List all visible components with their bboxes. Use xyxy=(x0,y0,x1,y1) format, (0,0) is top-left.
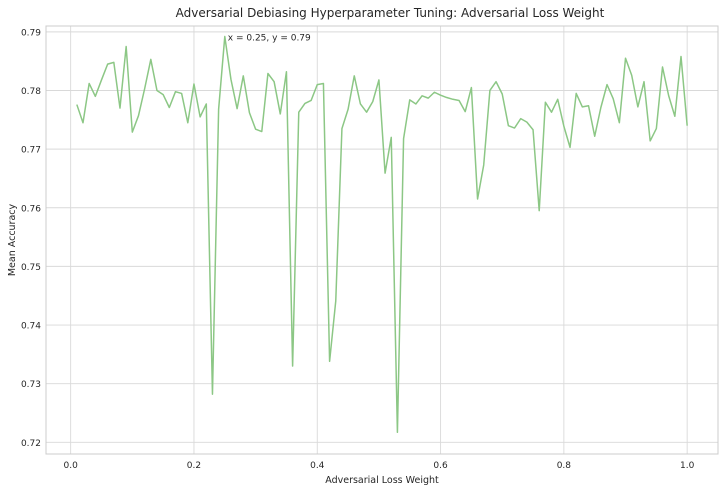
y-tick-label: 0.77 xyxy=(21,146,41,156)
x-tick-label: 1.0 xyxy=(680,461,695,471)
x-tick-label: 0.2 xyxy=(187,461,201,471)
y-tick-label: 0.74 xyxy=(21,322,41,332)
x-tick-label: 0.8 xyxy=(557,461,572,471)
x-tick-label: 0.4 xyxy=(310,461,325,471)
y-tick-label: 0.72 xyxy=(21,439,41,449)
x-tick-labels: 0.0 0.2 0.4 0.6 0.8 1.0 xyxy=(63,461,694,471)
y-tick-label: 0.78 xyxy=(21,87,41,97)
y-tick-label: 0.73 xyxy=(21,380,41,390)
vertical-gridlines xyxy=(70,26,688,454)
y-tick-label: 0.75 xyxy=(21,263,41,273)
x-tick-label: 0.0 xyxy=(63,461,78,471)
horizontal-gridlines xyxy=(46,31,718,443)
x-tick-label: 0.6 xyxy=(433,461,448,471)
y-axis-label: Mean Accuracy xyxy=(7,203,18,276)
x-axis-label: Adversarial Loss Weight xyxy=(325,475,439,486)
chart-title: Adversarial Debiasing Hyperparameter Tun… xyxy=(176,6,605,20)
plot-frame xyxy=(45,25,719,455)
y-tick-label: 0.79 xyxy=(21,28,41,38)
y-tick-labels: 0.72 0.73 0.74 0.75 0.76 0.77 0.78 0.79 xyxy=(21,28,41,448)
peak-annotation: x = 0.25, y = 0.79 xyxy=(228,34,311,44)
series-line-accuracy xyxy=(76,35,688,434)
y-tick-label: 0.76 xyxy=(21,204,41,214)
